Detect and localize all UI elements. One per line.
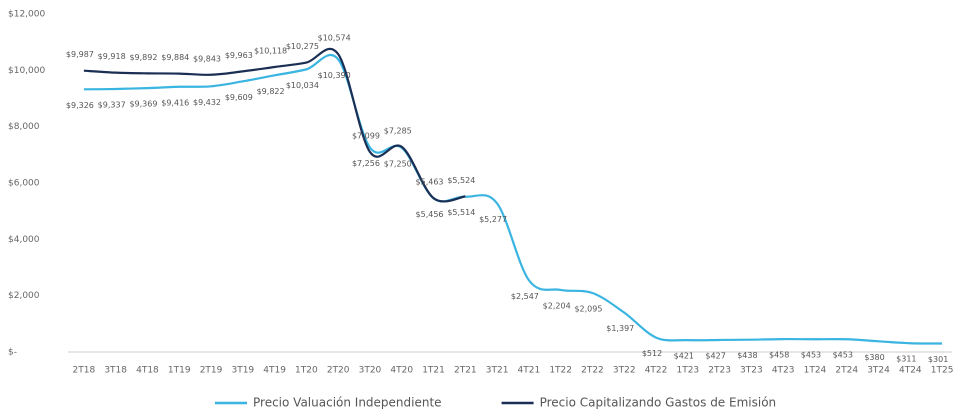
x-tick-label: 2T18 [73,366,96,376]
y-tick-label: $8,000 [8,122,40,132]
x-tick-label: 2T20 [327,366,350,376]
x-tick-label: 3T24 [867,366,890,376]
data-label: $9,884 [161,53,189,62]
legend-label: Precio Valuación Independiente [253,396,442,410]
data-label: $10,034 [286,81,319,90]
data-label: $7,099 [352,132,380,141]
data-label: $2,095 [574,304,602,313]
data-label: $9,892 [129,53,157,62]
data-label: $2,547 [511,292,539,301]
data-label: $9,609 [225,93,253,102]
x-tick-label: 3T19 [231,366,254,376]
x-tick-label: 4T21 [518,366,541,376]
data-label: $427 [705,351,725,360]
data-label: $5,277 [479,215,507,224]
y-tick-label: $- [8,348,17,358]
data-label: $9,369 [129,100,157,109]
data-label: $5,524 [447,176,475,185]
x-tick-label: 1T22 [549,366,572,376]
data-label: $9,822 [257,87,285,96]
data-label: $438 [737,351,757,360]
x-tick-label: 2T21 [454,366,477,376]
y-tick-label: $2,000 [8,291,40,301]
x-tick-label: 3T18 [104,366,127,376]
y-tick-label: $12,000 [8,10,45,20]
x-tick-label: 3T23 [740,366,763,376]
legend-label: Precio Capitalizando Gastos de Emisión [540,396,777,410]
data-label: $5,463 [416,178,444,187]
series-line [83,53,943,345]
data-label: $421 [674,352,694,361]
x-tick-label: 1T19 [168,366,191,376]
data-label: $9,432 [193,98,221,107]
x-tick-label: 1T24 [804,366,827,376]
y-tick-label: $4,000 [8,235,40,245]
data-label: $9,337 [98,101,126,110]
x-tick-label: 2T19 [200,366,223,376]
x-tick-label: 1T21 [422,366,445,376]
x-tick-label: 3T20 [359,366,382,376]
data-label: $380 [864,353,884,362]
x-tick-label: 4T18 [136,366,159,376]
data-label: $9,416 [161,98,189,107]
data-label: $10,118 [254,47,287,56]
x-tick-label: 1T23 [676,366,699,376]
x-tick-label: 2T23 [708,366,731,376]
data-label: $5,514 [447,208,475,217]
data-label: $5,456 [416,210,444,219]
y-tick-label: $10,000 [8,66,45,76]
data-label: $301 [928,355,948,364]
x-tick-label: 4T20 [390,366,413,376]
x-tick-label: 4T19 [263,366,286,376]
data-label: $458 [769,351,789,360]
data-label: $9,918 [98,52,126,61]
series-line [83,47,466,203]
data-label: $311 [896,355,916,364]
data-label: $9,326 [66,101,94,110]
data-label: $10,390 [318,71,351,80]
data-label: $7,285 [384,126,412,135]
data-label: $1,397 [606,324,634,333]
data-label: $512 [642,349,662,358]
x-tick-label: 3T22 [613,366,636,376]
data-label: $2,204 [543,301,571,310]
x-tick-label: 3T21 [486,366,509,376]
data-label: $10,574 [318,34,351,43]
data-label: $9,843 [193,54,221,63]
y-tick-label: $6,000 [8,179,40,189]
x-tick-label: 4T22 [645,366,668,376]
data-label: $7,250 [384,159,412,168]
x-tick-label: 1T25 [931,366,954,376]
x-tick-label: 4T24 [899,366,922,376]
data-label: $9,963 [225,51,253,60]
data-label: $9,987 [66,50,94,59]
data-label: $7,256 [352,159,380,168]
x-tick-label: 4T23 [772,366,795,376]
x-tick-label: 2T24 [835,366,858,376]
x-tick-label: 2T22 [581,366,604,376]
data-label: $453 [833,351,853,360]
data-label: $10,275 [286,42,319,51]
data-label: $453 [801,351,821,360]
x-tick-label: 1T20 [295,366,318,376]
